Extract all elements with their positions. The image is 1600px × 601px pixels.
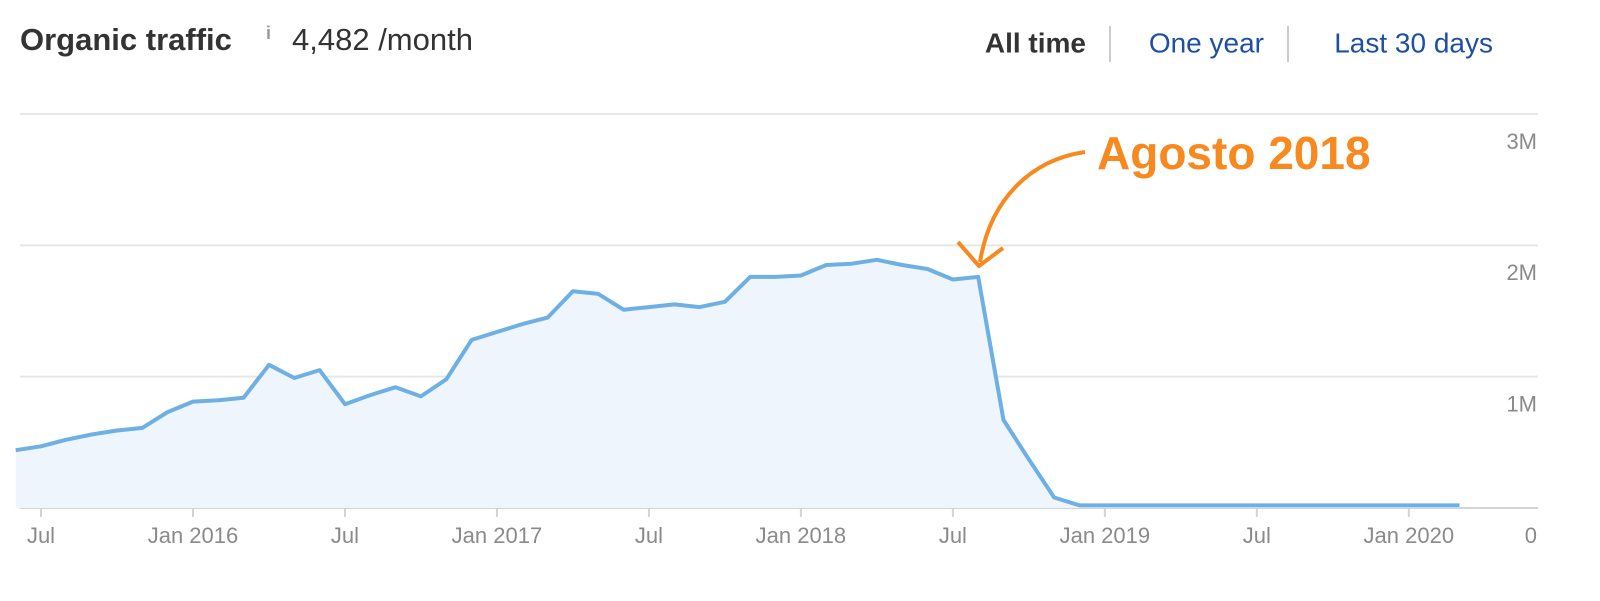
area-fill (15, 259, 1460, 508)
traffic-value: 4,482 /month (292, 22, 473, 57)
title: Organic traffic (20, 22, 232, 57)
plot: 0 1M 2M 3M Jul Jan 2016 Jul Jan 2017 Jul Jan 2018… (15, 113, 1538, 548)
annotation: Agosto 2018 (1097, 127, 1371, 179)
info-icon[interactable]: i (266, 23, 271, 43)
x-tick-label: Jan 2017 (452, 523, 543, 548)
x-tick-label: Jan 2019 (1060, 523, 1151, 548)
tab[interactable]: One year (1149, 27, 1264, 58)
tab-active[interactable]: All time (985, 27, 1086, 58)
x-tick-label: Jul (939, 523, 967, 548)
y-tick-label: 3M (1506, 129, 1537, 154)
y-tick-label: 1M (1506, 391, 1537, 416)
x-tick-label: Jul (1243, 523, 1271, 548)
x-tick-label: Jul (635, 523, 663, 548)
y-tick-label: 2M (1506, 260, 1537, 285)
x-tick-label: Jul (331, 523, 359, 548)
x-tick-label: Jan 2020 (1364, 523, 1455, 548)
x-tick-label: Jan 2016 (148, 523, 239, 548)
x-tick-label: Jan 2018 (756, 523, 847, 548)
traffic-line (15, 257, 1460, 508)
annotation-arrow (978, 150, 1086, 263)
tab[interactable]: Last 30 days (1334, 27, 1493, 58)
x-tick-label: Jul (27, 523, 55, 548)
y-tick-label: 0 (1525, 523, 1537, 548)
arrow-head (956, 240, 1005, 268)
